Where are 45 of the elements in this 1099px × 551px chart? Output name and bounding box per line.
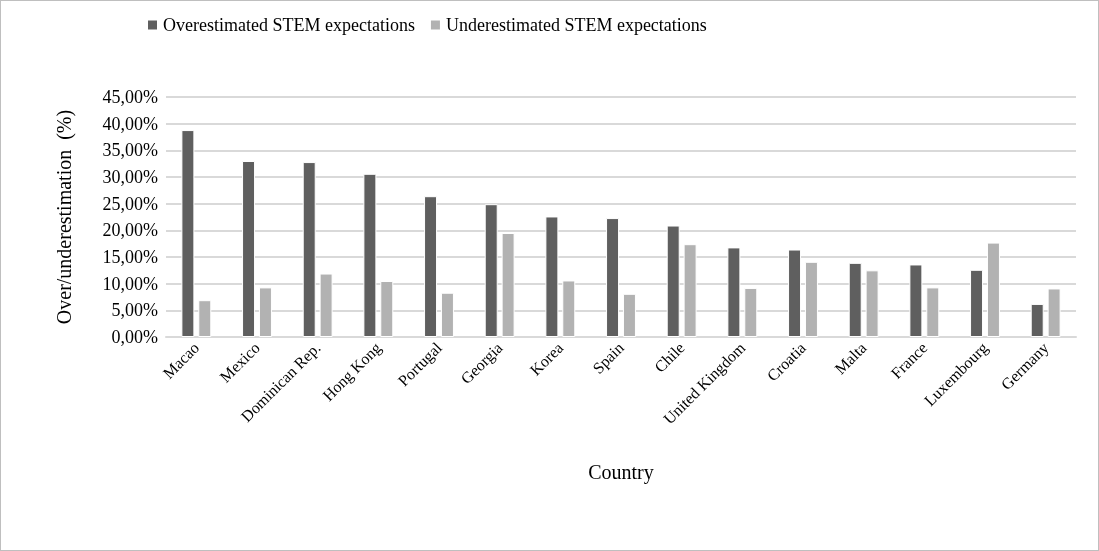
bar [909,264,923,337]
bar [1047,288,1061,337]
y-tick-label: 40,00% [102,113,158,134]
legend-label: Underestimated STEM expectations [445,15,707,35]
bar [501,233,515,337]
y-axis-title: Over/underestimation (%) [53,109,76,325]
bar [242,161,256,337]
bar [363,173,377,337]
y-tick-label: 20,00% [102,220,158,241]
bar [622,293,636,337]
bar [666,225,680,337]
bar [562,280,576,337]
y-tick-label: 5,00% [111,300,158,321]
bar [744,287,758,337]
bar [788,249,802,337]
bar [606,218,620,337]
bar [848,262,862,337]
bar [258,287,272,337]
y-tick-label: 45,00% [102,87,158,107]
y-tick-label: 10,00% [102,273,158,294]
bar [424,196,438,337]
bar [440,292,454,337]
bar [1030,303,1044,337]
bar [319,273,333,337]
bar [380,281,394,337]
bar [986,242,1000,337]
bar [683,244,697,337]
bar [865,270,879,337]
bar [970,269,984,337]
y-tick-label: 15,00% [102,247,158,267]
y-tick-label: 30,00% [102,167,158,187]
bar [484,204,498,337]
bar [804,261,818,337]
bar [727,247,741,337]
bar [198,300,212,337]
x-axis-title: Country [588,461,654,484]
y-tick-label: 35,00% [102,140,158,161]
legend-label: Overestimated STEM expectations [163,15,415,35]
y-tick-label: 0,00% [111,327,158,347]
x-tick-label: Chile [651,338,688,376]
bar [302,162,316,337]
bar [181,130,195,337]
bar [926,287,940,337]
bar [545,216,559,337]
y-tick-label: 25,00% [102,193,158,214]
